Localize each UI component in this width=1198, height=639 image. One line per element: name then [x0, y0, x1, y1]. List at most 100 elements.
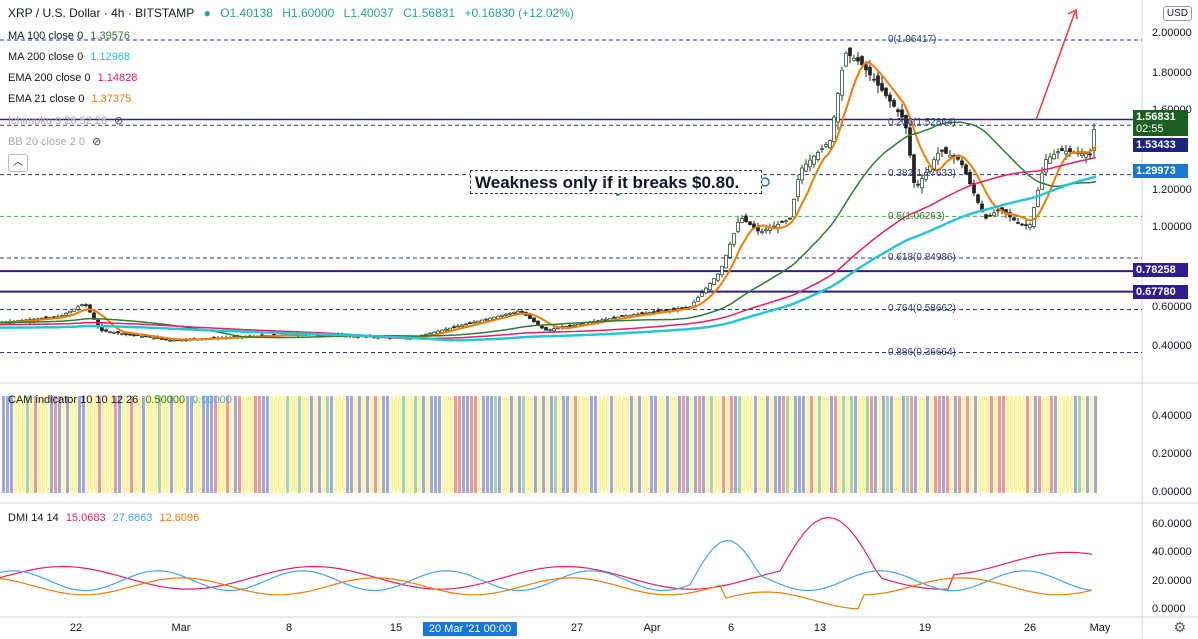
- cam-bar: [30, 396, 33, 493]
- dmi-tick: 60.0000: [1152, 518, 1192, 530]
- candle-body: [84, 304, 88, 306]
- cam-bar: [890, 396, 893, 493]
- cam-bar: [390, 396, 393, 493]
- time-tick: 26: [1023, 622, 1037, 634]
- cam-bar: [762, 396, 765, 493]
- collapse-legend-button[interactable]: ︿: [8, 154, 28, 172]
- legend-ema21[interactable]: EMA 21 close 0 1.37375: [8, 93, 131, 105]
- cam-bar: [482, 396, 485, 493]
- candle-body: [872, 78, 876, 81]
- candle-body: [760, 231, 764, 233]
- legend-label: BB 20 close 2 0: [8, 136, 86, 148]
- candle-body: [904, 114, 908, 129]
- candle-body: [720, 265, 724, 276]
- cam-bar: [994, 396, 997, 493]
- cam-bar: [842, 396, 845, 493]
- cam-bar: [230, 396, 233, 493]
- cam-bar: [646, 396, 649, 493]
- currency-button[interactable]: USD: [1162, 6, 1192, 21]
- candle-body: [1020, 223, 1024, 226]
- cam-bar: [558, 396, 561, 493]
- crosshair-time-label: 20 Mar '21 00:00: [422, 622, 518, 636]
- candle-body: [172, 339, 176, 342]
- cam-bar: [570, 396, 573, 493]
- cam-bar: [614, 396, 617, 493]
- cam-bar: [434, 396, 437, 493]
- cam-bar: [262, 396, 265, 493]
- cam-bar: [986, 396, 989, 493]
- price-tick: 1.00000: [1152, 221, 1192, 233]
- candle-body: [744, 215, 748, 222]
- cam-bar: [966, 396, 969, 493]
- cam-bar: [122, 396, 125, 493]
- cam-bar: [654, 396, 657, 493]
- candle-body: [572, 324, 576, 327]
- cam-bar: [974, 396, 977, 493]
- cam-bar: [182, 396, 185, 493]
- legend-ma200[interactable]: MA 200 close 0 1.12968: [8, 51, 130, 63]
- candle-body: [168, 339, 172, 342]
- cam-bar: [1034, 396, 1037, 493]
- candle-body: [812, 155, 816, 165]
- cam-bar: [1062, 396, 1065, 493]
- cam-bar: [630, 396, 633, 493]
- text-annotation[interactable]: Weakness only if it breaks $0.80.: [470, 170, 762, 194]
- cam-bar: [278, 396, 281, 493]
- cam-bar: [726, 396, 729, 493]
- candle-body: [504, 313, 508, 316]
- candle-body: [712, 278, 716, 285]
- cam-bar: [150, 396, 153, 493]
- cam-legend[interactable]: CAM indicator 10 10 12 26 0.50000 0.0000…: [8, 394, 232, 406]
- price-tick: 1.20000: [1152, 184, 1192, 196]
- dmi-legend[interactable]: DMI 14 14 15.0683 27.6863 12.6096: [8, 512, 199, 524]
- cam-bar: [758, 396, 761, 493]
- candle-body: [124, 333, 128, 335]
- cam-bar: [714, 396, 717, 493]
- cam-bar: [294, 396, 297, 493]
- cam-bar: [446, 396, 449, 493]
- cam-bar: [878, 396, 881, 493]
- legend-ma100[interactable]: MA 100 close 0 1.39576: [8, 30, 130, 42]
- price-tag-line: 0.78258: [1133, 263, 1188, 277]
- cam-bar: [562, 396, 565, 493]
- ohlc-close: C1.56831: [403, 6, 456, 20]
- eye-hidden-icon[interactable]: ⊘: [114, 115, 124, 127]
- cam-bar: [302, 396, 305, 493]
- cam-bar: [426, 396, 429, 493]
- candle-body: [128, 333, 132, 336]
- gear-icon[interactable]: ⚙: [1173, 619, 1186, 635]
- cam-bar: [438, 396, 441, 493]
- cam-bar: [750, 396, 753, 493]
- legend-bb[interactable]: BB 20 close 2 0 ⊘: [8, 135, 101, 148]
- cam-bar: [154, 396, 157, 493]
- cam-bar: [490, 396, 493, 493]
- cam-bar: [1086, 396, 1089, 493]
- cam-bar: [666, 396, 669, 493]
- cam-bar: [26, 396, 29, 493]
- candle-body: [444, 328, 448, 331]
- candle-body: [900, 109, 904, 118]
- cam-tick: 0.00000: [1152, 486, 1192, 498]
- fib-label: 0.886(0.36664): [888, 347, 956, 358]
- cam-bar: [494, 396, 497, 493]
- cam-bar: [350, 396, 353, 493]
- candle-body: [44, 316, 48, 319]
- candle-body: [120, 333, 124, 335]
- cam-bar: [358, 396, 361, 493]
- symbol-title[interactable]: XRP / U.S. Dollar · 4h · BITSTAMP: [8, 6, 195, 20]
- symbol-header: XRP / U.S. Dollar · 4h · BITSTAMP ● O1.4…: [8, 6, 580, 20]
- eye-hidden-icon[interactable]: ⊘: [92, 136, 102, 148]
- candle-body: [72, 308, 76, 312]
- legend-ema200[interactable]: EMA 200 close 0 1.14828: [8, 72, 137, 84]
- cam-bar: [822, 396, 825, 493]
- cam-bar: [602, 396, 605, 493]
- candle-body: [844, 52, 848, 67]
- candle-body: [764, 229, 768, 232]
- projection-arrow: [1035, 11, 1076, 121]
- cam-bar: [174, 396, 177, 493]
- legend-ichimoku[interactable]: Ichimoku 9 26 52 26 ⊘: [8, 114, 123, 127]
- candle-body: [1012, 217, 1016, 221]
- candle-body: [852, 58, 856, 61]
- cam-bar: [722, 396, 725, 493]
